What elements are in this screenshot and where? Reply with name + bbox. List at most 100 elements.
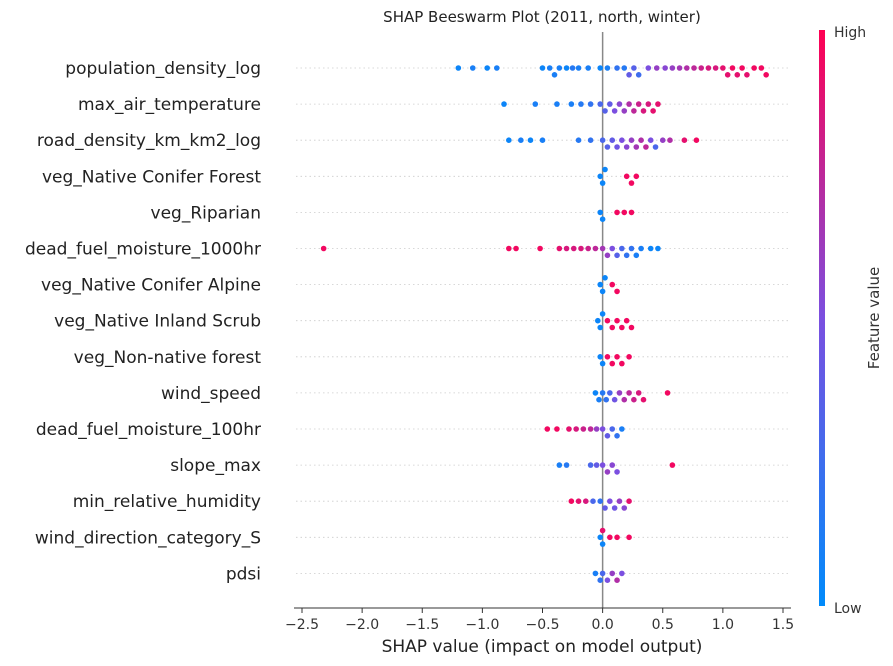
shap-point: [539, 65, 546, 71]
shap-point: [614, 144, 620, 150]
shap-point: [619, 570, 625, 577]
shap-point: [597, 101, 604, 107]
shap-point: [575, 65, 582, 71]
shap-point: [585, 245, 591, 252]
shap-point: [604, 317, 611, 324]
shap-point: [616, 498, 623, 505]
shap-point: [604, 144, 611, 150]
shap-point: [607, 101, 613, 107]
x-tick-label: 1.5: [772, 617, 794, 633]
shap-point: [556, 65, 563, 71]
shap-point: [597, 534, 604, 541]
shap-point: [628, 180, 635, 186]
shap-point: [643, 144, 649, 150]
shap-point: [566, 426, 572, 432]
shap-point: [744, 72, 750, 78]
shap-point: [623, 252, 630, 259]
shap-point: [712, 65, 719, 71]
shap-point: [614, 534, 620, 541]
shap-point: [599, 137, 606, 143]
shap-point: [593, 462, 600, 468]
shap-point: [626, 354, 632, 360]
shap-point: [619, 245, 625, 252]
feature-label: veg_Native Conifer Alpine: [41, 276, 261, 296]
shap-point: [614, 469, 620, 475]
shap-point: [607, 534, 613, 541]
x-tick-label: 0.5: [652, 617, 674, 633]
shap-point: [681, 137, 688, 143]
x-tick-label: −0.5: [526, 617, 560, 633]
shap-point: [597, 65, 604, 71]
shap-point: [501, 101, 507, 107]
shap-point: [585, 65, 591, 71]
shap-point: [621, 505, 628, 511]
shap-point: [597, 324, 604, 331]
x-tick-label: −2.0: [345, 617, 379, 633]
shap-point: [645, 101, 652, 107]
shap-point: [569, 65, 576, 71]
shap-point: [614, 252, 620, 259]
shap-point: [621, 65, 628, 71]
feature-label: road_density_km_km2_log: [37, 131, 261, 151]
shap-point: [573, 426, 579, 432]
shap-point: [638, 245, 644, 252]
shap-point: [631, 65, 637, 71]
shap-point: [626, 101, 632, 107]
shap-point: [635, 101, 642, 107]
shap-point: [596, 396, 602, 403]
shap-point: [650, 108, 656, 114]
shap-point: [635, 72, 642, 78]
shap-point: [669, 462, 676, 468]
shap-point: [592, 570, 599, 577]
shap-point: [532, 101, 539, 107]
shap-point: [570, 245, 577, 252]
shap-point: [599, 462, 606, 468]
x-axis-label: SHAP value (impact on model output): [382, 637, 703, 657]
shap-point: [621, 396, 628, 403]
shap-point: [593, 426, 600, 432]
shap-point: [590, 498, 596, 505]
feature-label: dead_fuel_moisture_1000hr: [25, 240, 261, 260]
shap-point: [621, 108, 628, 114]
shap-point: [616, 390, 623, 396]
shap-point: [602, 505, 608, 511]
shap-point: [599, 426, 606, 432]
shap-point: [640, 108, 647, 114]
shap-point: [604, 577, 611, 583]
shap-point: [546, 65, 553, 71]
shap-point: [597, 281, 604, 288]
shap-point: [506, 137, 512, 143]
shap-point: [597, 498, 604, 505]
shap-point: [683, 65, 690, 71]
colorbar-high-label: High: [834, 25, 866, 41]
feature-label: pdsi: [226, 564, 261, 584]
shap-point: [739, 65, 745, 71]
shap-point: [599, 390, 606, 396]
shap-point: [484, 65, 490, 71]
shap-point: [604, 65, 611, 71]
shap-point: [602, 108, 608, 114]
shap-point: [609, 570, 616, 577]
shap-point: [691, 65, 697, 71]
feature-label: slope_max: [170, 456, 261, 476]
shap-point: [619, 426, 625, 432]
shap-point: [609, 324, 616, 331]
shap-point: [645, 65, 652, 71]
feature-label: veg_Native Inland Scrub: [54, 312, 261, 332]
shap-point: [563, 462, 570, 468]
shap-point: [537, 245, 543, 252]
shap-point: [575, 498, 582, 505]
colorbar-label: Feature value: [865, 267, 883, 369]
shap-point: [597, 173, 604, 180]
shap-point: [602, 275, 608, 281]
shap-point: [592, 245, 599, 252]
shap-point: [554, 101, 560, 107]
shap-point: [563, 245, 570, 252]
shap-point: [614, 288, 620, 295]
shap-point: [603, 396, 610, 403]
shap-point: [614, 433, 620, 439]
chart-title: SHAP Beeswarm Plot (2011, north, winter): [383, 8, 701, 26]
shap-point: [609, 462, 616, 468]
points-layer: [320, 65, 769, 583]
